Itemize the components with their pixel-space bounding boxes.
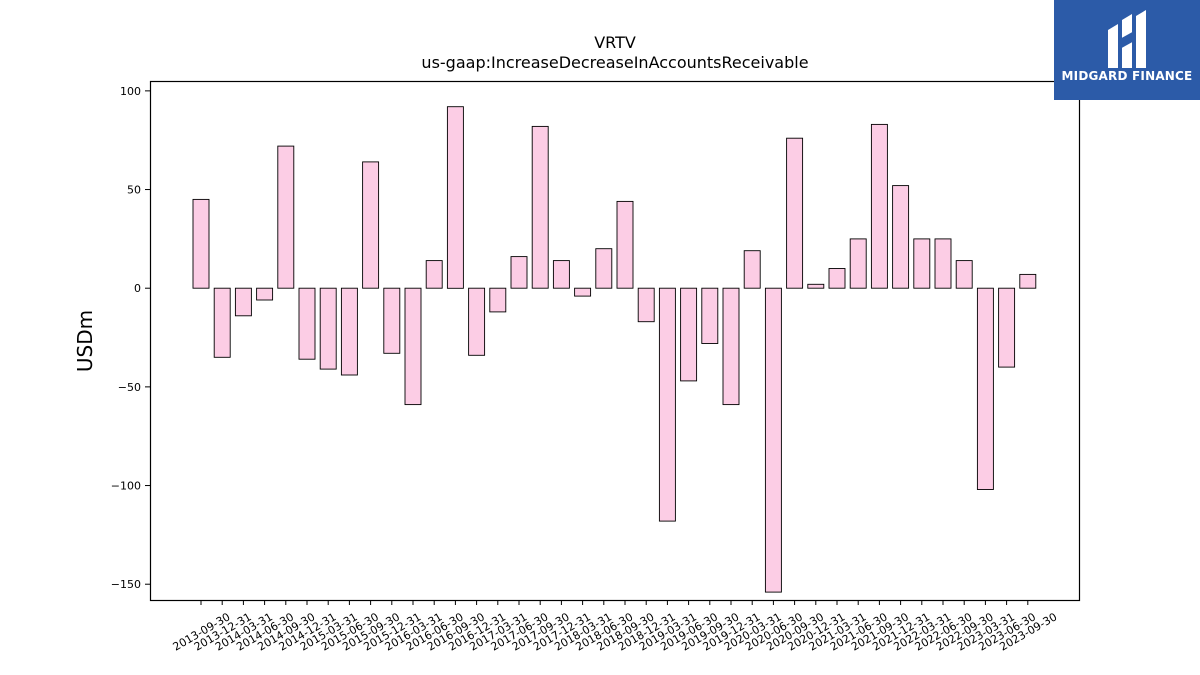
bar xyxy=(955,260,973,289)
bar xyxy=(849,238,867,289)
y-axis-label: USDm xyxy=(73,310,97,372)
bar xyxy=(595,248,613,289)
bar xyxy=(340,287,358,376)
bar xyxy=(637,287,655,323)
bar xyxy=(362,161,380,289)
bar xyxy=(913,238,931,289)
brand-logo: MIDGARD FINANCE xyxy=(1054,0,1200,100)
bar xyxy=(976,287,994,490)
bar xyxy=(828,268,846,289)
bar xyxy=(870,123,888,289)
chart-title: VRTV xyxy=(594,33,636,52)
bar xyxy=(234,287,252,317)
bar xyxy=(383,287,401,354)
bar xyxy=(552,260,570,289)
bar xyxy=(531,125,549,289)
bar xyxy=(701,287,719,344)
bar xyxy=(934,238,952,289)
midgard-m-logo-icon xyxy=(1108,10,1146,68)
bar xyxy=(319,287,337,370)
bar xyxy=(277,145,295,289)
bar xyxy=(786,137,804,289)
bar xyxy=(404,287,422,406)
bar xyxy=(213,287,231,358)
bar xyxy=(722,287,740,406)
y-tick-label: 100 xyxy=(120,85,141,98)
bar xyxy=(425,260,443,289)
y-tick-label: −50 xyxy=(118,381,141,394)
bar xyxy=(616,200,634,289)
bar xyxy=(192,198,210,289)
bar xyxy=(256,287,274,301)
bar xyxy=(807,283,825,289)
y-tick-label: 0 xyxy=(134,282,141,295)
y-tick-label: 50 xyxy=(127,184,141,197)
brand-name: MIDGARD FINANCE xyxy=(1061,69,1193,83)
bar xyxy=(743,250,761,289)
bar xyxy=(489,287,507,313)
bar xyxy=(680,287,698,382)
bar xyxy=(892,185,910,289)
plot-frame xyxy=(149,80,1081,602)
bar xyxy=(764,287,782,593)
bar xyxy=(574,287,592,297)
y-ticks-group: −150 −100 −50 0 50 100 xyxy=(111,85,150,591)
x-ticks-group: 2013-09-302013-12-312014-03-312014-06-30… xyxy=(171,600,1059,654)
chart-subtitle: us-gaap:IncreaseDecreaseInAccountsReceiv… xyxy=(421,53,808,72)
bars-group xyxy=(192,106,1037,593)
bar xyxy=(298,287,316,360)
bar xyxy=(1019,273,1037,289)
y-tick-label: −150 xyxy=(111,578,141,591)
bar xyxy=(468,287,486,356)
bar xyxy=(998,287,1016,368)
y-tick-label: −100 xyxy=(111,480,141,493)
bar xyxy=(446,106,464,289)
bar xyxy=(658,287,676,522)
bar xyxy=(510,256,528,289)
